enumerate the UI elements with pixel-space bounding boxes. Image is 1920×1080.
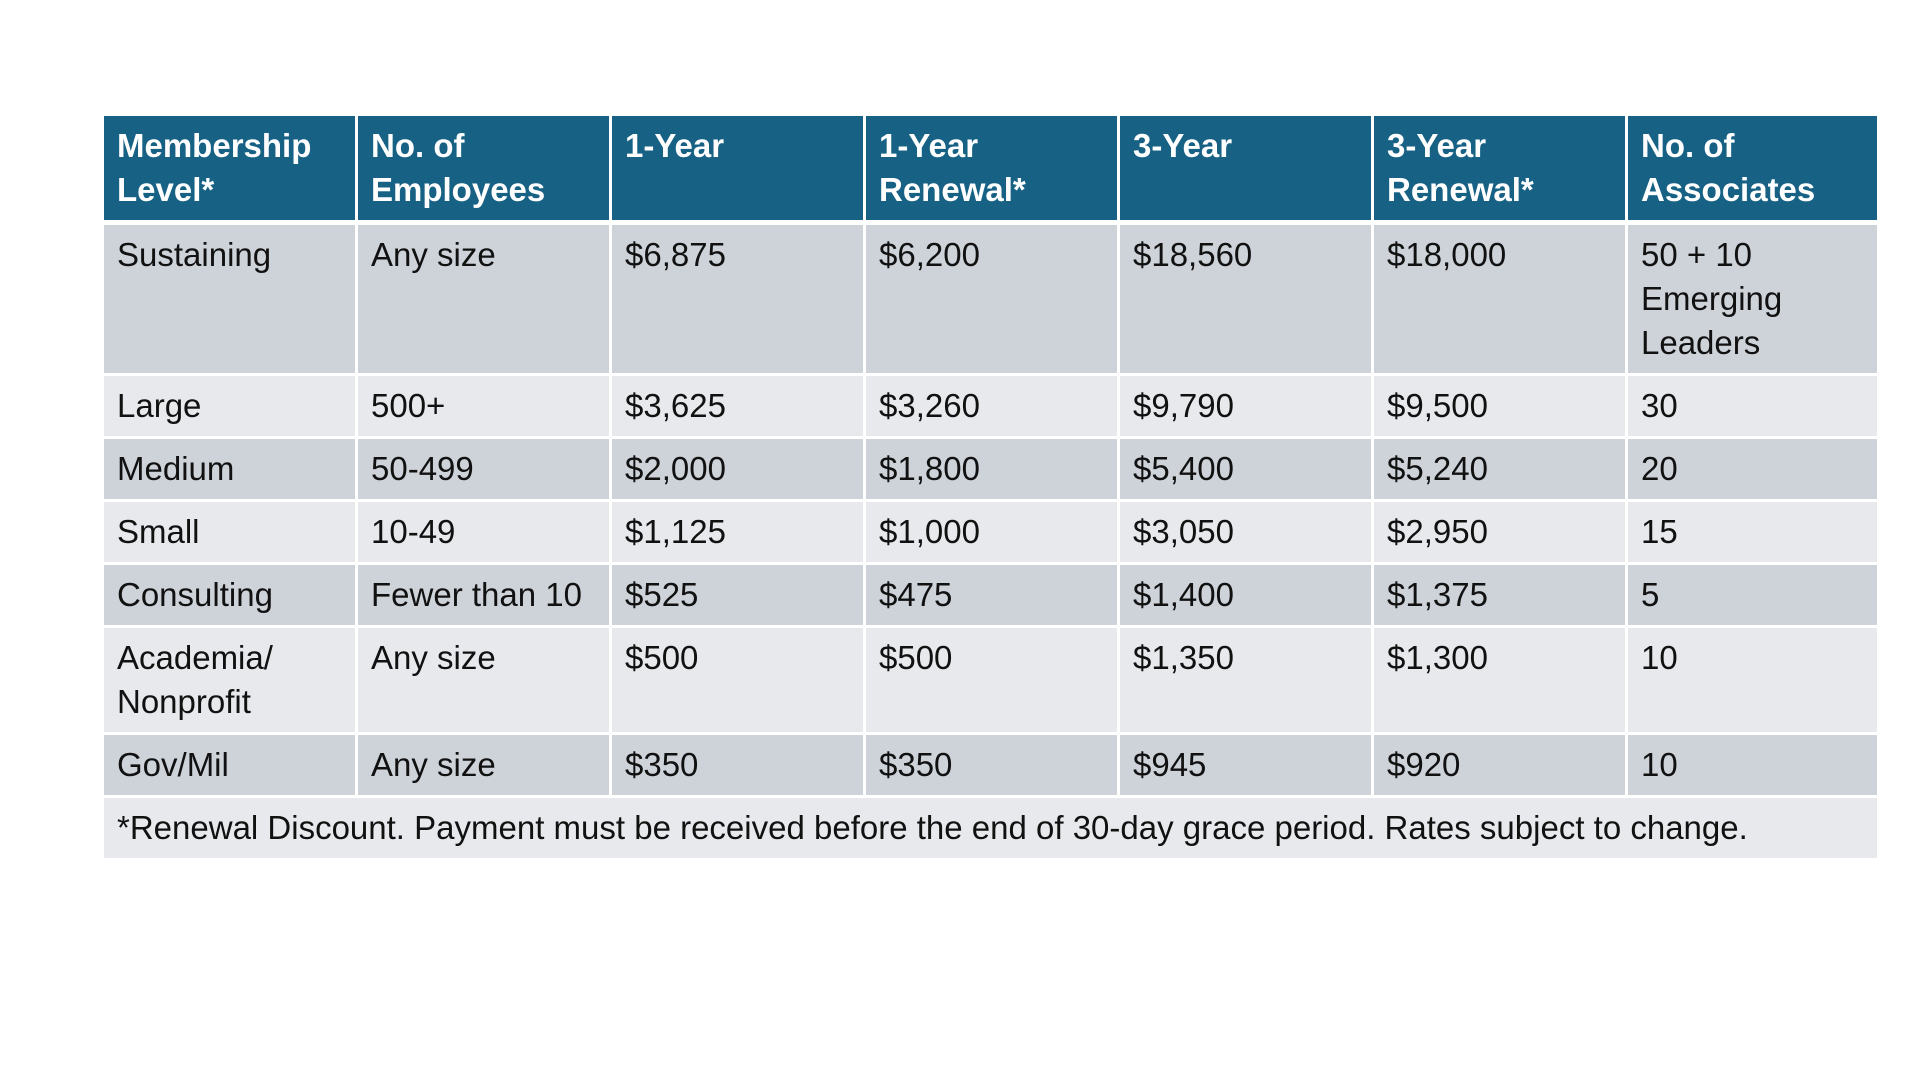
cell-3-year: $18,560 (1117, 221, 1374, 376)
cell-level: Small (101, 499, 358, 565)
cell-3-year: $3,050 (1117, 499, 1374, 565)
cell-1-year-renewal: $350 (863, 732, 1120, 798)
cell-associates: 5 (1625, 562, 1880, 628)
cell-level: Academia/ Nonprofit (101, 625, 358, 735)
cell-employees: Any size (355, 625, 612, 735)
cell-1-year-renewal: $3,260 (863, 373, 1120, 439)
cell-3-year-renewal: $5,240 (1371, 436, 1628, 502)
cell-level: Gov/Mil (101, 732, 358, 798)
cell-1-year: $6,875 (609, 221, 866, 376)
cell-1-year: $3,625 (609, 373, 866, 439)
footnote-row: *Renewal Discount. Payment must be recei… (101, 795, 1880, 861)
footnote: *Renewal Discount. Payment must be recei… (101, 795, 1880, 861)
cell-associates: 20 (1625, 436, 1880, 502)
header-membership-level: Membership Level* (101, 113, 358, 225)
cell-employees: Any size (355, 221, 612, 376)
membership-rates-table: Membership Level* No. of Employees 1-Yea… (101, 113, 1880, 861)
cell-associates: 30 (1625, 373, 1880, 439)
cell-level: Consulting (101, 562, 358, 628)
header-employees: No. of Employees (355, 113, 612, 225)
cell-1-year-renewal: $1,000 (863, 499, 1120, 565)
cell-3-year-renewal: $1,375 (1371, 562, 1628, 628)
cell-1-year-renewal: $500 (863, 625, 1120, 735)
cell-employees: 500+ (355, 373, 612, 439)
cell-level: Large (101, 373, 358, 439)
header-3-year: 3-Year (1117, 113, 1374, 225)
header-1-year-renewal: 1-Year Renewal* (863, 113, 1120, 225)
header-row: Membership Level* No. of Employees 1-Yea… (101, 113, 1880, 225)
cell-1-year: $500 (609, 625, 866, 735)
table-row: Sustaining Any size $6,875 $6,200 $18,56… (101, 221, 1880, 376)
cell-associates: 10 (1625, 732, 1880, 798)
cell-3-year-renewal: $920 (1371, 732, 1628, 798)
cell-employees: Fewer than 10 (355, 562, 612, 628)
table-row: Large 500+ $3,625 $3,260 $9,790 $9,500 3… (101, 373, 1880, 439)
cell-3-year: $5,400 (1117, 436, 1374, 502)
cell-1-year-renewal: $1,800 (863, 436, 1120, 502)
cell-3-year-renewal: $18,000 (1371, 221, 1628, 376)
cell-employees: Any size (355, 732, 612, 798)
table-row: Academia/ Nonprofit Any size $500 $500 $… (101, 625, 1880, 735)
table-row: Small 10-49 $1,125 $1,000 $3,050 $2,950 … (101, 499, 1880, 565)
cell-level: Sustaining (101, 221, 358, 376)
cell-1-year-renewal: $6,200 (863, 221, 1120, 376)
cell-level: Medium (101, 436, 358, 502)
cell-3-year: $1,350 (1117, 625, 1374, 735)
cell-3-year: $1,400 (1117, 562, 1374, 628)
header-3-year-renewal: 3-Year Renewal* (1371, 113, 1628, 225)
cell-3-year-renewal: $2,950 (1371, 499, 1628, 565)
cell-3-year: $9,790 (1117, 373, 1374, 439)
cell-1-year: $1,125 (609, 499, 866, 565)
cell-1-year: $2,000 (609, 436, 866, 502)
cell-associates: 15 (1625, 499, 1880, 565)
cell-3-year-renewal: $1,300 (1371, 625, 1628, 735)
cell-employees: 50-499 (355, 436, 612, 502)
cell-associates: 50 + 10 Emerging Leaders (1625, 221, 1880, 376)
table-row: Gov/Mil Any size $350 $350 $945 $920 10 (101, 732, 1880, 798)
cell-1-year: $525 (609, 562, 866, 628)
table-row: Medium 50-499 $2,000 $1,800 $5,400 $5,24… (101, 436, 1880, 502)
cell-1-year-renewal: $475 (863, 562, 1120, 628)
cell-3-year: $945 (1117, 732, 1374, 798)
cell-employees: 10-49 (355, 499, 612, 565)
table-row: Consulting Fewer than 10 $525 $475 $1,40… (101, 562, 1880, 628)
cell-associates: 10 (1625, 625, 1880, 735)
cell-1-year: $350 (609, 732, 866, 798)
cell-3-year-renewal: $9,500 (1371, 373, 1628, 439)
header-1-year: 1-Year (609, 113, 866, 225)
header-associates: No. of Associates (1625, 113, 1880, 225)
